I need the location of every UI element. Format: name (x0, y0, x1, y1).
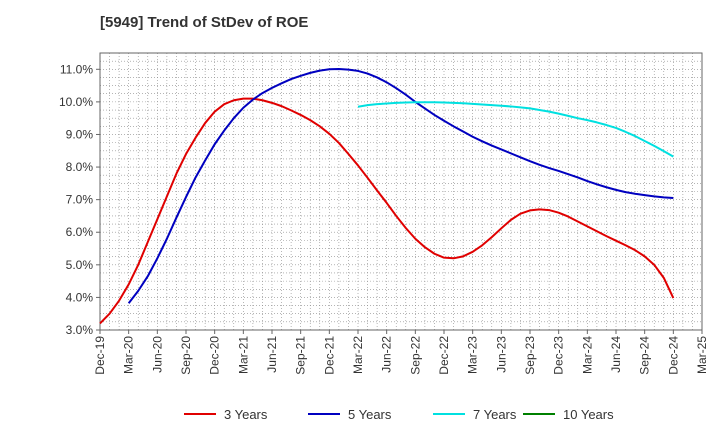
y-tick-label: 4.0% (66, 290, 94, 304)
x-tick-label: Mar-21 (236, 336, 250, 374)
y-tick-label: 10.0% (59, 95, 93, 109)
y-tick-label: 7.0% (66, 193, 94, 207)
series-line-5-years (127, 67, 674, 304)
x-tick-label: Dec-22 (437, 336, 451, 375)
y-tick-label: 3.0% (66, 323, 94, 337)
series-line-3-years (99, 97, 675, 325)
y-tick-label: 5.0% (66, 258, 94, 272)
legend-label: 7 Years (473, 407, 517, 422)
axes: 3.0% 4.0% 5.0% 6.0% 7.0% 8.0% 9.0% 10.0% 11.0% De… (59, 52, 709, 375)
x-tick-label: Dec-20 (208, 336, 222, 375)
y-tick-label: 6.0% (66, 225, 94, 239)
x-tick-label: Mar-23 (466, 336, 480, 374)
x-tick-label: Dec-21 (322, 336, 336, 375)
x-tick-label: Jun-20 (150, 336, 164, 373)
x-tick-label: Jun-22 (380, 336, 394, 373)
legend-label: 10 Years (563, 407, 614, 422)
series-line-7-years (357, 101, 674, 158)
x-tick-label: Sep-20 (179, 336, 193, 375)
x-tick-label: Jun-24 (609, 336, 623, 373)
x-tick-label: Sep-24 (638, 336, 652, 375)
x-tick-label: Dec-19 (93, 336, 107, 375)
x-tick-label: Sep-21 (294, 336, 308, 375)
y-tick-label: 11.0% (60, 62, 93, 76)
x-tick-label: Dec-23 (552, 336, 566, 375)
y-tick-label: 8.0% (66, 160, 94, 174)
x-tick-label: Dec-24 (666, 336, 680, 375)
x-tick-label: Mar-25 (695, 336, 709, 374)
grid-lines (99, 52, 703, 331)
y-tick-label: 9.0% (66, 127, 94, 141)
legend-label: 5 Years (348, 407, 392, 422)
legend: 3 Years 5 Years 7 Years 10 Years (184, 407, 614, 422)
x-tick-label: Mar-24 (580, 336, 594, 374)
chart-title: [5949] Trend of StDev of ROE (100, 14, 309, 31)
plot-border (99, 52, 703, 331)
x-tick-label: Jun-21 (265, 336, 279, 373)
x-tick-label: Sep-22 (408, 336, 422, 375)
x-tick-label: Mar-20 (122, 336, 136, 374)
x-tick-label: Sep-23 (523, 336, 537, 375)
x-tick-label: Jun-23 (494, 336, 508, 373)
legend-label: 3 Years (224, 407, 268, 422)
x-tick-label: Mar-22 (351, 336, 365, 374)
series-lines (99, 67, 675, 325)
